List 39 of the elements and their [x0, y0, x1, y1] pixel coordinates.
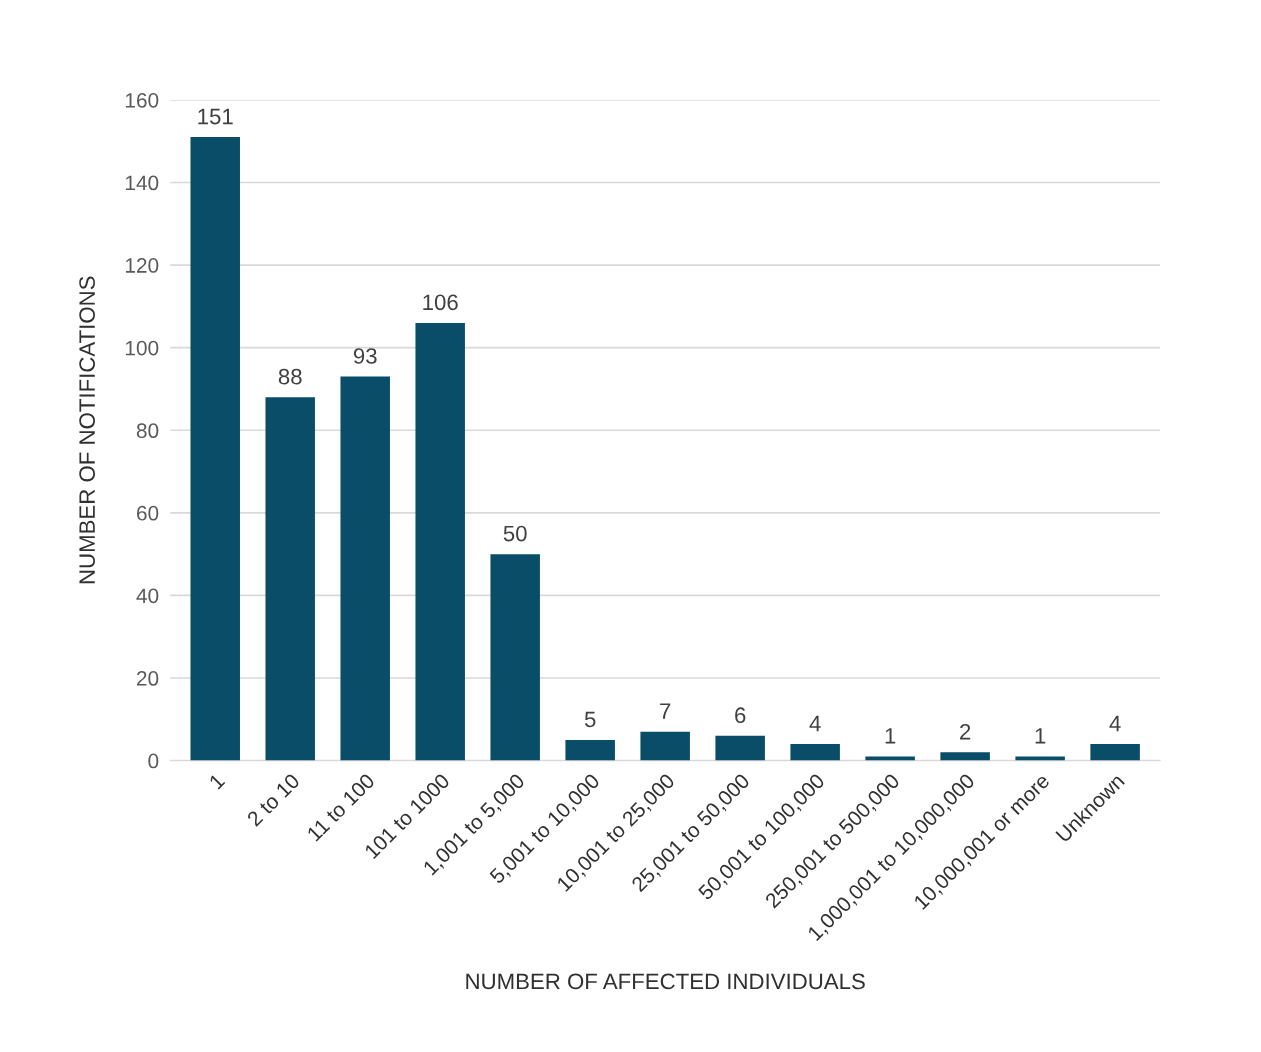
data-label: 151: [198, 108, 233, 125]
data-label: 5: [584, 711, 596, 728]
x-axis-title: NUMBER OF AFFECTED INDIVIDUALS: [466, 973, 865, 990]
bar: [790, 744, 840, 761]
data-label: 2: [960, 723, 971, 740]
y-tick-label: 140: [125, 175, 159, 191]
data-label: 6: [735, 707, 746, 724]
data-label: 88: [278, 368, 302, 385]
bar: [490, 554, 540, 761]
bar: [1015, 756, 1065, 761]
data-label: 106: [423, 294, 458, 311]
bar: [1090, 744, 1140, 761]
data-label: 50: [503, 525, 527, 542]
y-axis-title: NUMBER OF NOTIFICATIONS: [79, 276, 95, 584]
bar: [715, 735, 765, 761]
data-label: 1: [1035, 728, 1046, 744]
bar: [190, 137, 240, 761]
bar: [565, 739, 615, 761]
y-tick-label: 0: [148, 753, 159, 769]
bar: [640, 731, 690, 761]
data-label: 4: [1109, 715, 1121, 732]
x-tick-label: 1: [208, 772, 226, 790]
bar: [340, 376, 390, 761]
x-tick-label: 2 to 10: [246, 772, 301, 827]
bar: [940, 752, 990, 761]
y-tick-label: 20: [137, 671, 159, 686]
y-tick-label: 60: [137, 505, 159, 521]
y-tick-label: 40: [136, 588, 159, 604]
data-label: 4: [809, 715, 821, 732]
y-tick-label: 100: [125, 340, 159, 356]
y-tick-label: 120: [125, 258, 159, 273]
data-label: 1: [885, 728, 896, 744]
bar: [415, 322, 465, 761]
data-label: 7: [660, 703, 671, 719]
bar: [865, 756, 915, 761]
bar: [265, 397, 315, 761]
y-tick-label: 160: [125, 92, 159, 108]
data-label: 93: [353, 348, 377, 364]
y-tick-label: 80: [136, 423, 159, 439]
